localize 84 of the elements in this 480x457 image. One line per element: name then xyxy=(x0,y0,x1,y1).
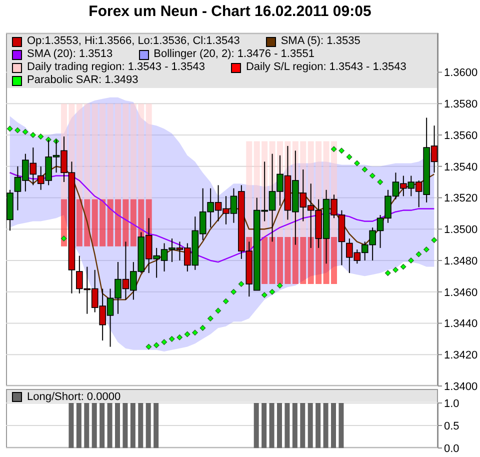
bar xyxy=(84,199,90,246)
bar xyxy=(284,236,291,284)
bar xyxy=(92,104,98,200)
bar xyxy=(269,236,276,284)
point xyxy=(230,288,236,295)
y-tick-label: 1.3520 xyxy=(444,192,478,205)
point xyxy=(208,316,214,322)
point xyxy=(176,334,182,340)
point xyxy=(222,298,229,304)
bar xyxy=(130,199,136,246)
legend-label: Daily S/L region: 1.3543 - 1.3543 xyxy=(246,61,406,74)
y-tick-label: 1.3500 xyxy=(444,224,478,236)
point xyxy=(338,148,344,154)
bar xyxy=(107,199,114,246)
bar xyxy=(100,199,106,246)
legend-label: Op:1.3553, Hi:1.3566, Lo:1.3536, Cl:1.3543 xyxy=(27,35,240,48)
y-tick-label: 1.3580 xyxy=(444,98,478,111)
point xyxy=(377,179,384,185)
point xyxy=(60,236,67,242)
point xyxy=(161,339,168,345)
bar xyxy=(130,104,136,200)
point xyxy=(168,336,175,342)
point xyxy=(416,251,422,258)
legend-label: Parabolic SAR: 1.3493 xyxy=(27,74,138,87)
legend-label: Daily trading region: 1.3543 - 1.3543 xyxy=(27,61,205,74)
bar xyxy=(100,104,106,200)
bar xyxy=(115,199,121,246)
y-tick-label: 1.3560 xyxy=(444,130,478,142)
point xyxy=(354,160,360,166)
y-tick-label: 1.3400 xyxy=(444,380,478,393)
point xyxy=(330,146,337,152)
bar xyxy=(292,236,298,284)
y-tick-label: 1.3460 xyxy=(444,286,478,299)
point xyxy=(14,127,20,134)
point xyxy=(276,282,283,288)
chart-title: Forex um Neun - Chart 16.02.2011 09:05 xyxy=(88,3,372,20)
bar xyxy=(246,141,252,237)
point xyxy=(384,270,391,276)
bar xyxy=(107,104,114,200)
bar xyxy=(138,104,144,200)
y-tick-label: 1.3420 xyxy=(444,350,478,362)
y-tick-label: 1.3600 xyxy=(444,67,478,80)
point xyxy=(424,246,430,252)
legend-label: Bollinger (20, 2): 1.3476 - 1.3551 xyxy=(154,48,314,61)
y-tick-label: 1.3540 xyxy=(444,161,478,174)
point xyxy=(400,264,406,270)
point xyxy=(408,258,414,264)
point xyxy=(38,134,44,140)
point xyxy=(184,331,190,338)
point xyxy=(362,166,368,172)
legend-label: Long/Short: 0.0000 xyxy=(27,391,121,403)
point xyxy=(146,344,152,350)
point xyxy=(215,308,222,314)
bar xyxy=(146,104,152,200)
point xyxy=(154,342,160,348)
point xyxy=(6,126,13,132)
bar xyxy=(331,236,337,284)
legend-label: SMA (20): 1.3513 xyxy=(27,48,113,61)
y-tick-label: 1.3440 xyxy=(444,318,478,330)
point xyxy=(262,292,268,298)
bar xyxy=(76,104,82,200)
bar xyxy=(277,236,283,284)
point xyxy=(431,237,438,243)
y-tick-label: 1.3480 xyxy=(444,255,478,268)
y-tick-label: 0.0 xyxy=(444,442,460,455)
bar xyxy=(122,104,129,200)
bar xyxy=(122,199,129,246)
point xyxy=(30,132,36,138)
bar xyxy=(308,236,314,284)
point xyxy=(269,288,276,295)
y-tick-label: 0.5 xyxy=(444,420,460,432)
point xyxy=(370,172,376,179)
point xyxy=(238,281,244,287)
bar xyxy=(115,104,121,200)
point xyxy=(192,330,198,336)
bar xyxy=(300,236,306,284)
point xyxy=(200,325,206,331)
bar xyxy=(92,199,98,246)
point xyxy=(346,154,352,160)
point xyxy=(22,128,28,135)
legend-label: SMA (5): 1.3535 xyxy=(280,35,360,48)
bar xyxy=(84,104,90,200)
point xyxy=(392,267,398,273)
y-tick-label: 1.0 xyxy=(444,398,460,410)
